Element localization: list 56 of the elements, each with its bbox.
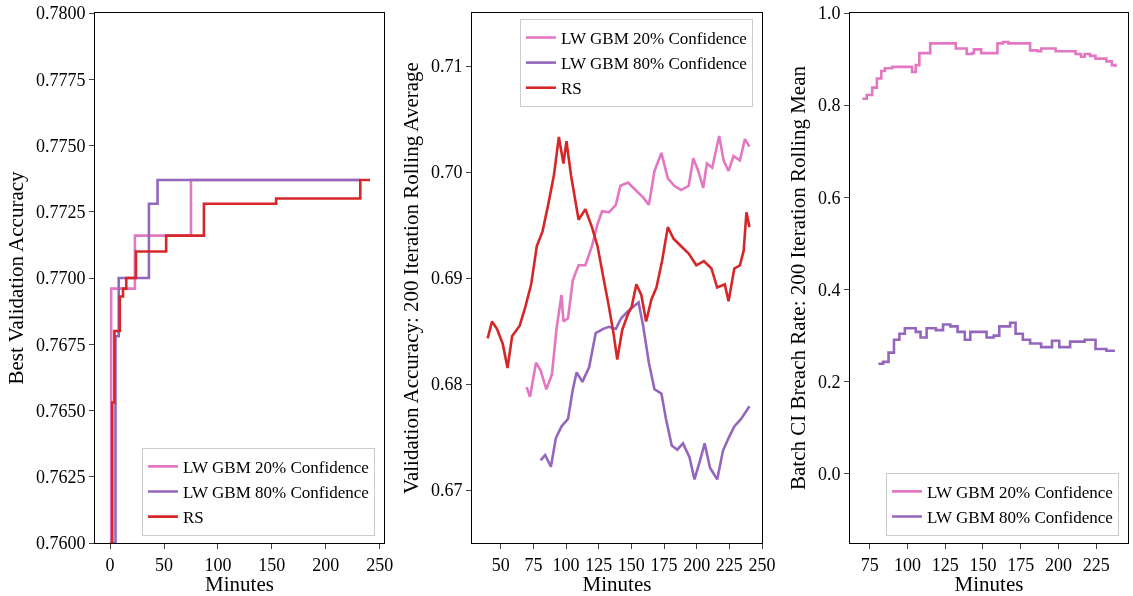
y-tick-label: 0.7650 (35, 400, 86, 421)
y-tick-label: 1.0 (817, 3, 841, 24)
y-tick-label: 0.71 (430, 56, 463, 77)
legend-label: LW GBM 80% Confidence (560, 54, 747, 74)
x-tick-label: 175 (650, 554, 678, 575)
y-axis-title: Validation Accuracy: 200 Iteration Rolling Average (399, 62, 424, 494)
x-tick-label: 75 (860, 554, 879, 575)
y-tick-label: 0.6 (817, 187, 841, 208)
legend-label: LW GBM 20% Confidence (926, 483, 1113, 503)
y-tick-label: 0.68 (430, 374, 463, 395)
x-tick-label: 175 (1007, 554, 1035, 575)
x-tick-label: 200 (312, 554, 340, 575)
x-tick-label: 100 (552, 554, 580, 575)
x-tick-label: 125 (585, 554, 613, 575)
y-tick-label: 0.7600 (35, 533, 86, 554)
y-tick-label: 0.7775 (35, 69, 86, 90)
legend-label: RS (560, 79, 582, 99)
legend-label: RS (182, 508, 204, 528)
x-tick-label: 250 (748, 554, 776, 575)
x-tick-label: 50 (491, 554, 510, 575)
y-tick-label: 0.7725 (35, 202, 86, 223)
x-tick-label: 100 (893, 554, 921, 575)
y-tick-label: 0.2 (817, 372, 841, 392)
x-axis-title: Minutes (582, 572, 652, 596)
y-tick-label: 0.69 (430, 268, 463, 289)
y-tick-label: 0.7625 (35, 467, 86, 488)
x-tick-label: 225 (715, 554, 743, 575)
x-tick-label: 50 (155, 554, 174, 575)
x-tick-label: 0 (105, 554, 115, 575)
y-tick-label: 0.7750 (35, 135, 86, 156)
x-tick-label: 125 (931, 554, 959, 575)
y-tick-label: 0.70 (430, 162, 463, 183)
legend-label: LW GBM 80% Confidence (926, 508, 1113, 528)
x-tick-label: 75 (524, 554, 543, 575)
x-tick-label: 100 (204, 554, 232, 575)
legend-label: LW GBM 20% Confidence (182, 458, 369, 478)
x-axis-title: Minutes (954, 572, 1024, 596)
y-tick-label: 0.67 (430, 480, 463, 501)
x-axis-title: Minutes (205, 572, 274, 596)
y-tick-label: 0.8 (817, 95, 841, 116)
y-tick-label: 0.0 (817, 464, 841, 485)
x-tick-label: 200 (683, 554, 711, 575)
x-tick-label: 250 (366, 554, 394, 575)
y-tick-label: 0.7675 (35, 334, 86, 355)
y-tick-label: 0.7700 (35, 268, 86, 289)
y-tick-label: 0.7800 (35, 3, 86, 24)
x-tick-label: 150 (617, 554, 645, 575)
legend-label: LW GBM 80% Confidence (182, 483, 369, 503)
legend-label: LW GBM 20% Confidence (560, 29, 747, 49)
x-tick-label: 150 (258, 554, 286, 575)
x-tick-label: 225 (1082, 554, 1110, 575)
y-axis-title: Batch CI Breach Rate: 200 Iteration Rolling Mean (786, 65, 811, 490)
y-tick-label: 0.4 (817, 279, 841, 300)
x-tick-label: 200 (1045, 554, 1072, 575)
y-axis-title: Best Validation Accuracy (4, 170, 29, 385)
x-tick-label: 150 (969, 554, 997, 575)
